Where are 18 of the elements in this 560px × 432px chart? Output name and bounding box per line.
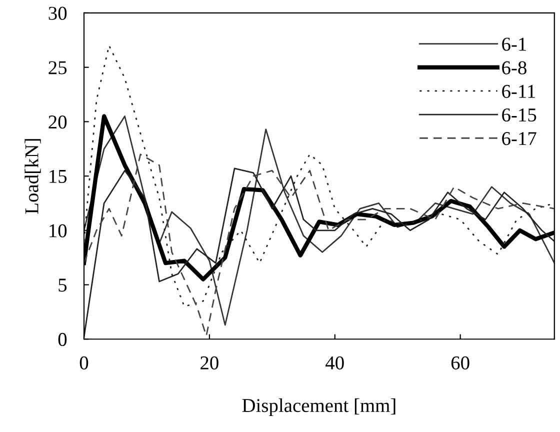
legend-label: 6-8 bbox=[502, 61, 526, 74]
y-tick-label: 30 bbox=[48, 6, 67, 20]
y-tick-label: 15 bbox=[50, 170, 67, 183]
x-tick-label: 60 bbox=[451, 356, 470, 370]
x-tick-label: 20 bbox=[200, 356, 218, 370]
y-tick-label: 5 bbox=[58, 278, 67, 292]
x-tick-label: 0 bbox=[80, 356, 88, 370]
x-axis-title: Displacement [mm] bbox=[242, 398, 396, 416]
legend-label: 6-15 bbox=[502, 108, 536, 122]
y-tick-label: 20 bbox=[48, 115, 67, 129]
x-tick-label: 40 bbox=[326, 356, 344, 370]
legend-label: 6-17 bbox=[502, 132, 536, 146]
y-tick-label: 25 bbox=[48, 61, 67, 74]
legend-label: 6-11 bbox=[502, 84, 536, 98]
y-tick-label: 10 bbox=[50, 224, 67, 238]
y-axis-title: Load[kN] bbox=[24, 139, 41, 214]
y-tick-label: 0 bbox=[58, 332, 67, 346]
legend-label: 6-1 bbox=[502, 38, 526, 51]
